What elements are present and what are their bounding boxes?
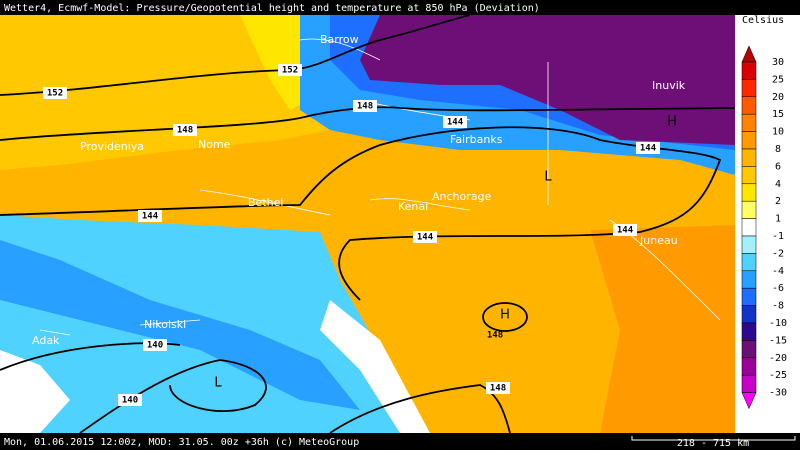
legend-label: 6 (775, 161, 781, 172)
contour-label: 144 (142, 212, 159, 222)
field-orange-dark (590, 225, 735, 433)
contour (0, 126, 722, 301)
contour-label-box (138, 210, 162, 222)
contour-label: 140 (122, 396, 138, 406)
legend-label: -25 (769, 370, 787, 381)
legend-label: -10 (769, 318, 787, 329)
legend-swatch (741, 392, 757, 410)
legend-swatch (741, 270, 757, 289)
coastline (39, 38, 721, 336)
legend-swatch (741, 218, 757, 237)
contour-label: 144 (617, 226, 634, 236)
legend-swatch (741, 305, 757, 324)
legend-label: 1 (775, 214, 781, 225)
legend-label: -6 (772, 283, 784, 294)
city-label: Nome (198, 138, 231, 151)
city-label: Kenai (398, 200, 428, 213)
city-label: Juneau (639, 234, 678, 247)
legend-label: 10 (772, 127, 784, 138)
field-yellow (0, 15, 330, 170)
legend-swatch (741, 235, 757, 254)
field-purple (360, 15, 735, 145)
city-label: Nikolski (144, 318, 186, 331)
title-bar (0, 0, 800, 15)
legend-label: -30 (769, 388, 787, 399)
contour-label-box (636, 142, 660, 154)
legend-swatch (741, 61, 757, 80)
city-label: Barrow (320, 33, 359, 46)
city-label: Bethel (248, 196, 283, 209)
contour-label: 148 (357, 102, 373, 112)
legend-label: 20 (772, 92, 784, 103)
legend-label: 8 (775, 144, 781, 155)
legend-label: -1 (772, 231, 784, 242)
city-label: Anchorage (432, 190, 491, 203)
legend-swatch (741, 340, 757, 359)
legend-label: 15 (772, 109, 784, 120)
contour-label-box (443, 116, 467, 128)
city-label: Adak (32, 334, 60, 347)
contour-label-box (486, 382, 510, 394)
contour-label-box (613, 224, 637, 236)
legend-swatch (741, 374, 757, 393)
contour-label: 148 (490, 384, 506, 394)
legend-label: -20 (769, 353, 787, 364)
contour (482, 302, 528, 332)
title: Wetter4, Ecmwf-Model: Pressure/Geopotent… (4, 3, 540, 14)
legend-unit: Celsius (742, 15, 784, 26)
contour-label-box (413, 231, 437, 243)
legend-swatch (741, 113, 757, 132)
legend-label: 2 (775, 196, 781, 207)
legend-label: -4 (772, 266, 784, 277)
map: 152152148148148144144144144144140140148 … (0, 14, 736, 434)
contour-label: 144 (640, 144, 657, 154)
legend-label: 25 (772, 74, 784, 85)
field-white (0, 350, 70, 433)
legend-label: 4 (775, 179, 781, 190)
contour-label-box (173, 124, 197, 136)
footer-bar (0, 433, 800, 450)
field-ocean-blue (0, 240, 360, 410)
city-label: Provideniya (80, 140, 144, 153)
footer-text: Mon, 01.06.2015 12:00z, MOD: 31.05. 00z … (4, 437, 359, 448)
field-light (240, 15, 310, 110)
legend-label: -15 (769, 335, 787, 346)
contour-label-box (43, 87, 67, 99)
contour-label-box (118, 394, 142, 406)
legend-swatch (741, 131, 757, 150)
legend-swatch (741, 200, 757, 219)
contour (329, 384, 511, 434)
contour-label: 140 (147, 341, 163, 351)
legend-swatch (741, 253, 757, 272)
legend-label: 30 (772, 57, 784, 68)
contour-label: 148 (177, 126, 193, 136)
legend-swatch (741, 287, 757, 306)
city-label: Inuvik (652, 79, 686, 92)
legend-label: -2 (772, 248, 784, 259)
legend-swatch (741, 322, 757, 341)
legend-swatch (741, 166, 757, 185)
legend-swatch (741, 79, 757, 98)
contour-label: 144 (447, 118, 464, 128)
contour-label: 148 (487, 331, 503, 341)
legend-label: -8 (772, 301, 784, 312)
legend-swatch (741, 183, 757, 202)
scale-text: 218 - 715 km (677, 438, 749, 449)
legend-swatch (741, 148, 757, 167)
city-label: Fairbanks (450, 133, 503, 146)
pressure-center: L (214, 376, 222, 391)
contour-label-box (278, 64, 302, 76)
scale-bar (631, 436, 796, 441)
pressure-center: L (544, 170, 552, 185)
pressure-center: H (500, 308, 510, 323)
contour-label: 144 (417, 233, 434, 243)
contour-label-box (353, 100, 377, 112)
contour-label-box (143, 339, 167, 351)
pressure-center: H (667, 115, 677, 130)
legend-swatch (741, 357, 757, 376)
contour-label: 152 (47, 89, 63, 99)
legend-swatch (741, 96, 757, 115)
contour-label: 152 (282, 66, 298, 76)
